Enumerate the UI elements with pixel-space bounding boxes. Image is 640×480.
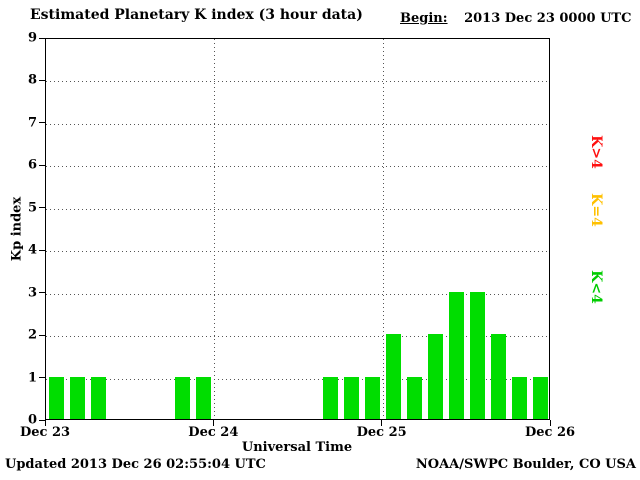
kp-bar [406, 376, 422, 419]
gridline-horizontal [46, 378, 549, 380]
legend-item: K>4 [588, 135, 604, 169]
kp-bar [175, 376, 191, 419]
y-tick-label: 6 [27, 157, 37, 173]
y-tick-label: 9 [27, 30, 37, 46]
kp-bar [448, 291, 464, 419]
begin-value: 2013 Dec 23 0000 UTC [464, 11, 632, 26]
gridline-horizontal [46, 81, 549, 83]
x-tick-mark [381, 420, 383, 426]
gridline-horizontal [46, 293, 549, 295]
x-tick-mark [549, 420, 551, 426]
plot-area [45, 38, 550, 420]
begin-header: Begin: 2013 Dec 23 0000 UTC [400, 11, 631, 26]
y-tick-label: 1 [27, 370, 37, 386]
y-tick-mark [39, 37, 45, 39]
legend-item: K<4 [588, 270, 604, 304]
gridline-horizontal [46, 166, 549, 168]
y-tick-label: 4 [27, 242, 37, 258]
x-tick-mark [212, 420, 214, 426]
y-tick-mark [39, 419, 45, 421]
kp-bar [91, 376, 107, 419]
kp-bar [196, 376, 212, 419]
y-tick-mark [39, 207, 45, 209]
kp-bar [427, 334, 443, 419]
y-tick-mark [39, 122, 45, 124]
y-axis-title: Kp index [9, 196, 25, 262]
legend-item: K=4 [588, 193, 604, 227]
gridline-horizontal [46, 336, 549, 338]
kp-bar [322, 376, 338, 419]
x-axis-title: Universal Time [241, 440, 353, 455]
x-tick-mark [44, 420, 46, 426]
kp-bar [343, 376, 359, 419]
kp-bar [49, 376, 65, 419]
kp-bar [364, 376, 380, 419]
kp-bar [70, 376, 86, 419]
x-tick-label: Dec 24 [188, 425, 239, 440]
begin-label: Begin: [400, 11, 448, 26]
source-attribution: NOAA/SWPC Boulder, CO USA [415, 457, 636, 472]
gridline-horizontal [46, 123, 549, 125]
y-tick-mark [39, 334, 45, 336]
y-tick-label: 8 [27, 72, 37, 88]
y-tick-label: 3 [27, 285, 37, 301]
y-tick-label: 5 [27, 200, 37, 216]
updated-timestamp: Updated 2013 Dec 26 02:55:04 UTC [5, 457, 266, 472]
x-tick-label: Dec 26 [524, 425, 576, 440]
chart-title: Estimated Planetary K index (3 hour data… [30, 7, 363, 23]
kp-bar [385, 334, 401, 419]
y-tick-mark [39, 79, 45, 81]
kp-bar [490, 334, 506, 419]
x-tick-label: Dec 25 [356, 425, 407, 440]
y-tick-label: 2 [27, 327, 37, 343]
x-tick-label: Dec 23 [19, 425, 71, 440]
y-tick-label: 7 [27, 115, 37, 131]
y-tick-mark [39, 377, 45, 379]
kp-bar [532, 376, 548, 419]
y-tick-label: 0 [27, 412, 37, 428]
gridline-vertical [214, 39, 216, 419]
kp-bar [469, 291, 485, 419]
y-tick-mark [39, 164, 45, 166]
gridline-horizontal [46, 251, 549, 253]
y-tick-mark [39, 292, 45, 294]
kp-bar [511, 376, 527, 419]
gridline-vertical [382, 39, 384, 419]
gridline-horizontal [46, 208, 549, 210]
y-tick-mark [39, 249, 45, 251]
